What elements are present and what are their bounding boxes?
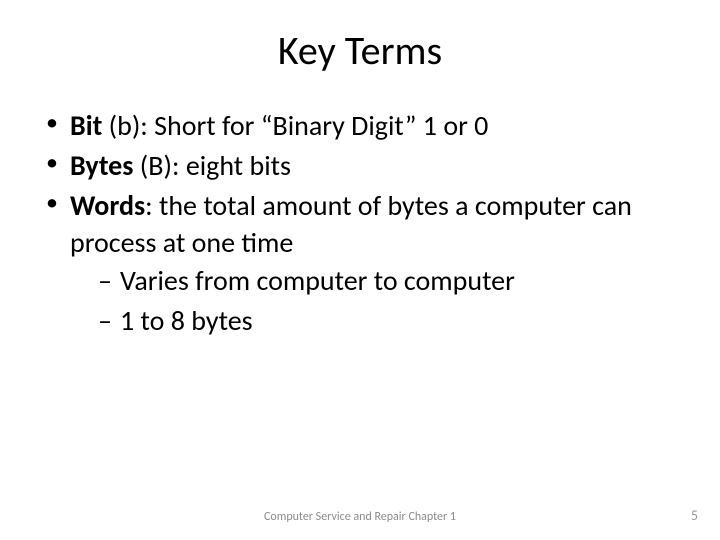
def-words: : the total amount of bytes a computer c…: [70, 188, 632, 261]
slide-title: Key Terms: [36, 26, 684, 75]
slide-container: Key Terms Bit (b): Short for “Binary Dig…: [0, 0, 720, 540]
sub-bullet-item: Varies from computer to computer: [98, 262, 684, 300]
slide-content: Bit (b): Short for “Binary Digit” 1 or 0…: [36, 107, 684, 340]
term-bit: Bit: [70, 108, 102, 143]
term-bytes: Bytes: [70, 148, 133, 183]
sub-bullet-item: 1 to 8 bytes: [98, 302, 684, 340]
slide-footer: Computer Service and Repair Chapter 1 5: [0, 510, 720, 524]
bullet-item: Bytes (B): eight bits: [42, 147, 684, 185]
page-number: 5: [691, 507, 698, 524]
footer-center-text: Computer Service and Repair Chapter 1: [0, 510, 720, 524]
bullet-item: Bit (b): Short for “Binary Digit” 1 or 0: [42, 107, 684, 145]
def-bit: (b): Short for “Binary Digit” 1 or 0: [102, 108, 488, 143]
bullet-item: Words: the total amount of bytes a compu…: [42, 187, 684, 340]
sub-bullet-list: Varies from computer to computer 1 to 8 …: [70, 262, 684, 340]
term-words: Words: [70, 188, 145, 223]
bullet-list: Bit (b): Short for “Binary Digit” 1 or 0…: [36, 107, 684, 340]
def-bytes: (B): eight bits: [133, 148, 291, 183]
